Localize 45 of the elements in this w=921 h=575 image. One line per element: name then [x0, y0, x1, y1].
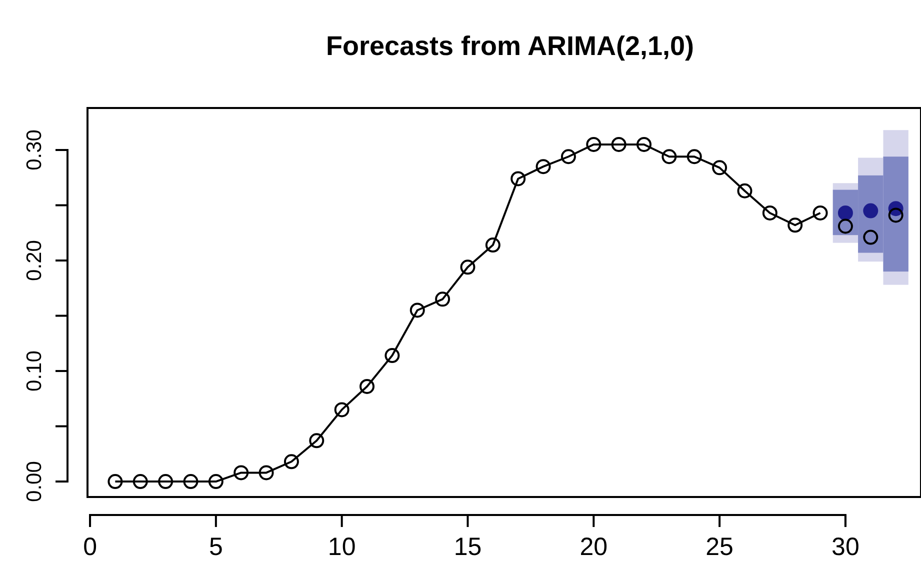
y-tick-label: 0.10 — [23, 350, 46, 392]
x-tick-label: 20 — [580, 532, 608, 561]
point — [309, 433, 324, 448]
point — [132, 474, 148, 490]
point — [485, 238, 500, 253]
x-tick-label: 10 — [328, 532, 356, 561]
x-tick-label: 0 — [83, 532, 97, 561]
point — [611, 136, 626, 152]
point — [863, 203, 878, 218]
chart-title: Forecasts from ARIMA(2,1,0) — [326, 31, 694, 61]
point — [788, 218, 803, 233]
point — [712, 160, 728, 176]
point — [762, 205, 778, 220]
point — [863, 230, 878, 245]
x-tick-label: 15 — [454, 532, 482, 561]
point — [586, 136, 602, 152]
point — [737, 183, 752, 198]
point — [258, 465, 274, 480]
x-tick-label: 5 — [208, 532, 223, 561]
point — [560, 149, 576, 164]
point — [108, 474, 123, 490]
point — [460, 260, 476, 275]
x-tick-label: 25 — [706, 532, 734, 561]
point — [208, 474, 224, 490]
point — [435, 292, 450, 307]
point — [662, 149, 677, 164]
point — [536, 159, 551, 174]
x-tick-label: 30 — [832, 532, 860, 561]
point — [360, 378, 375, 394]
point — [812, 205, 828, 220]
y-tick-label: 0.00 — [23, 461, 46, 502]
point — [686, 149, 702, 164]
point — [410, 302, 425, 318]
point — [510, 171, 526, 186]
point — [158, 474, 174, 490]
point — [234, 465, 249, 480]
point — [838, 218, 853, 234]
point — [284, 454, 299, 470]
point — [636, 136, 652, 152]
y-tick-label: 0.20 — [23, 240, 46, 281]
point — [183, 474, 198, 490]
point — [384, 348, 400, 364]
y-tick-label: 0.30 — [23, 130, 46, 170]
point — [334, 402, 350, 418]
point — [888, 208, 904, 223]
